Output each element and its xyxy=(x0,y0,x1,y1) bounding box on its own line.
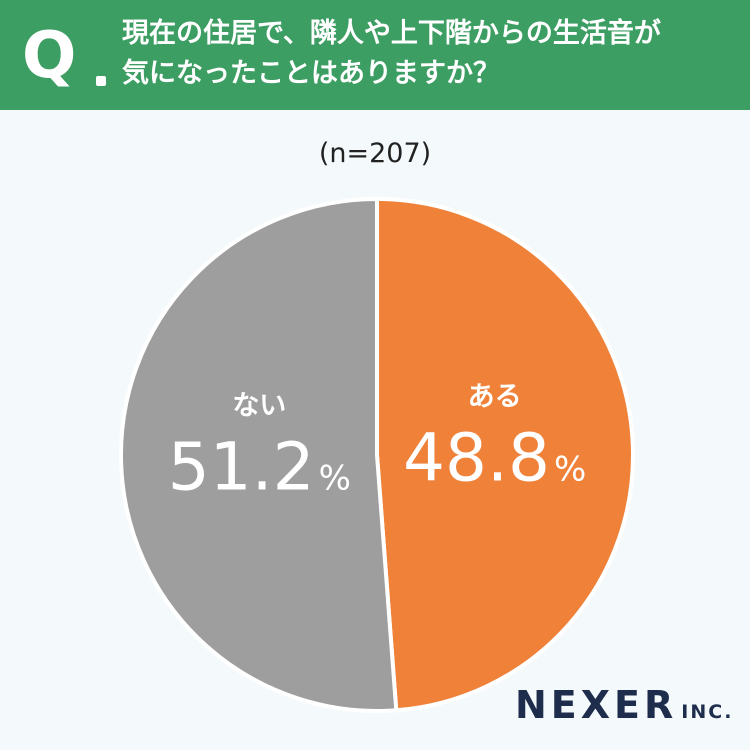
pie-slice-1 xyxy=(119,197,399,713)
question-line-1: 現在の住居で、隣人や上下階からの生活音が xyxy=(122,18,661,49)
logo-sub-text: INC. xyxy=(681,701,734,723)
logo-main-text: NEXER xyxy=(515,683,678,727)
question-marker: Q xyxy=(22,19,77,93)
nexer-logo: NEXER INC. xyxy=(515,683,733,727)
slice-value-label-0: 48.8% xyxy=(403,420,586,497)
question-header: Q 現在の住居で、隣人や上下階からの生活音が 気になったことはありますか？ xyxy=(0,0,750,110)
slice-value-label-1: 51.2% xyxy=(168,428,351,505)
question-marker-dot xyxy=(96,76,106,86)
question-text: 現在の住居で、隣人や上下階からの生活音が 気になったことはありますか？ xyxy=(122,14,732,94)
sample-size-label: (n=207) xyxy=(318,138,432,169)
slice-category-label-0: ある xyxy=(468,382,522,413)
slice-category-label-1: ない xyxy=(232,390,286,421)
pie-slice-0 xyxy=(375,197,635,713)
question-line-2: 気になったことはありますか？ xyxy=(122,58,500,89)
